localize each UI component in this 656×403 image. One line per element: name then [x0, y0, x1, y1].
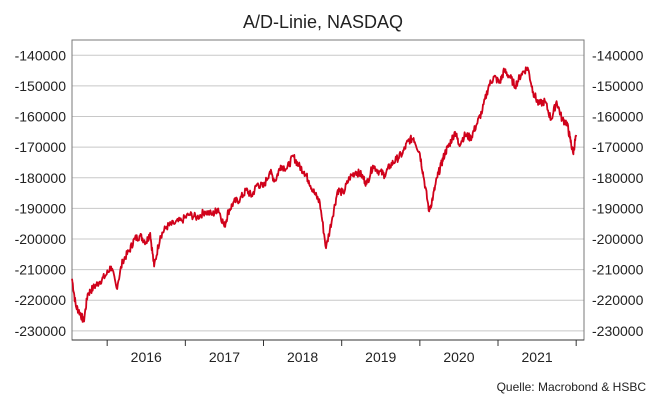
x-tick-label: 2021: [522, 349, 553, 365]
y-tick-label-right: -160000: [592, 109, 644, 125]
y-tick-label-right: -220000: [592, 292, 644, 308]
y-tick-label-left: -170000: [15, 139, 67, 155]
gridlines: [72, 54, 584, 332]
x-tick-label: 2016: [131, 349, 162, 365]
series-line: [71, 66, 578, 323]
x-tick-label: 2017: [209, 349, 240, 365]
y-tick-label-left: -190000: [15, 200, 67, 216]
x-axis: 2016 2017 2018 2019 2020 2021: [72, 339, 584, 365]
series-layer: [71, 66, 578, 323]
y-tick-label-right: -230000: [592, 323, 644, 339]
chart-title: A/D-Linie, NASDAQ: [243, 12, 403, 32]
y-tick-label-left: -160000: [15, 109, 67, 125]
y-tick-label-left: -230000: [15, 323, 67, 339]
y-tick-label-left: -180000: [15, 170, 67, 186]
y-tick-label-right: -170000: [592, 139, 644, 155]
y-tick-label-right: -140000: [592, 47, 644, 63]
y-tick-label-right: -180000: [592, 170, 644, 186]
y-tick-label-left: -210000: [15, 262, 67, 278]
x-tick-label: 2018: [287, 349, 318, 365]
y-tick-label-left: -140000: [15, 47, 67, 63]
y-tick-label-right: -210000: [592, 262, 644, 278]
x-tick-label: 2020: [443, 349, 474, 365]
x-tick-label: 2019: [365, 349, 396, 365]
y-axis-left: -140000 -150000 -160000 -170000 -180000 -1900…: [15, 47, 67, 339]
y-tick-label-left: -150000: [15, 78, 67, 94]
source-note: Quelle: Macrobond & HSBC: [497, 380, 647, 394]
y-tick-label-right: -200000: [592, 231, 644, 247]
y-tick-label-left: -200000: [15, 231, 67, 247]
y-tick-label-right: -190000: [592, 200, 644, 216]
y-tick-label-right: -150000: [592, 78, 644, 94]
y-axis-right: -140000 -150000 -160000 -170000 -180000 -1900…: [592, 47, 644, 339]
plot-frame: [71, 39, 585, 341]
y-tick-label-left: -220000: [15, 292, 67, 308]
